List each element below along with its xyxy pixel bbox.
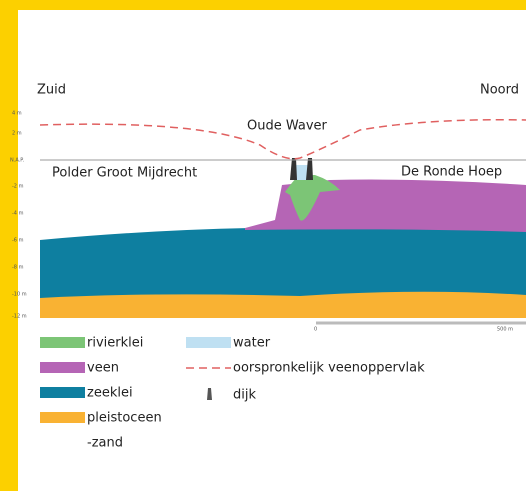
legend-label: -zand <box>87 436 123 451</box>
label-polder-right: De Ronde Hoep <box>401 165 502 180</box>
zeeklei-layer <box>40 227 526 298</box>
legend-swatch <box>40 337 85 348</box>
label-south: Zuid <box>37 83 66 98</box>
legend-label: dijk <box>233 388 256 403</box>
depth-label: 2 m <box>12 131 22 137</box>
legend-label: oorspronkelijk veenoppervlak <box>233 361 425 376</box>
label-river: Oude Waver <box>247 119 328 134</box>
legend-label: water <box>233 336 271 351</box>
scale-end: 500 m <box>497 327 513 333</box>
legend-label: pleistoceen <box>87 411 162 426</box>
depth-label: -2 m <box>12 184 24 190</box>
depth-label: N.A.P. <box>10 158 24 164</box>
legend-label: veen <box>87 361 119 376</box>
label-north: Noord <box>480 83 519 98</box>
depth-label: -12 m <box>12 314 27 320</box>
depth-label: -10 m <box>12 292 27 298</box>
legend-swatch <box>40 362 85 373</box>
depth-label: 4 m <box>12 111 22 117</box>
legend-label: zeeklei <box>87 386 133 401</box>
depth-label: -4 m <box>12 211 24 217</box>
legend-label: rivierklei <box>87 336 143 351</box>
depth-label: -8 m <box>12 265 24 271</box>
top-border <box>0 0 526 10</box>
legend-swatch <box>186 337 231 348</box>
label-polder-left: Polder Groot Mijdrecht <box>52 166 197 181</box>
legend-swatch <box>40 387 85 398</box>
page: 4 m 2 m N.A.P. -2 m -4 m -6 m -8 m -10 m… <box>0 0 526 491</box>
left-border <box>0 0 18 491</box>
veen-layer <box>245 180 526 232</box>
legend-swatch <box>40 412 85 423</box>
scale-start: 0 <box>314 327 317 333</box>
depth-label: -6 m <box>12 238 24 244</box>
